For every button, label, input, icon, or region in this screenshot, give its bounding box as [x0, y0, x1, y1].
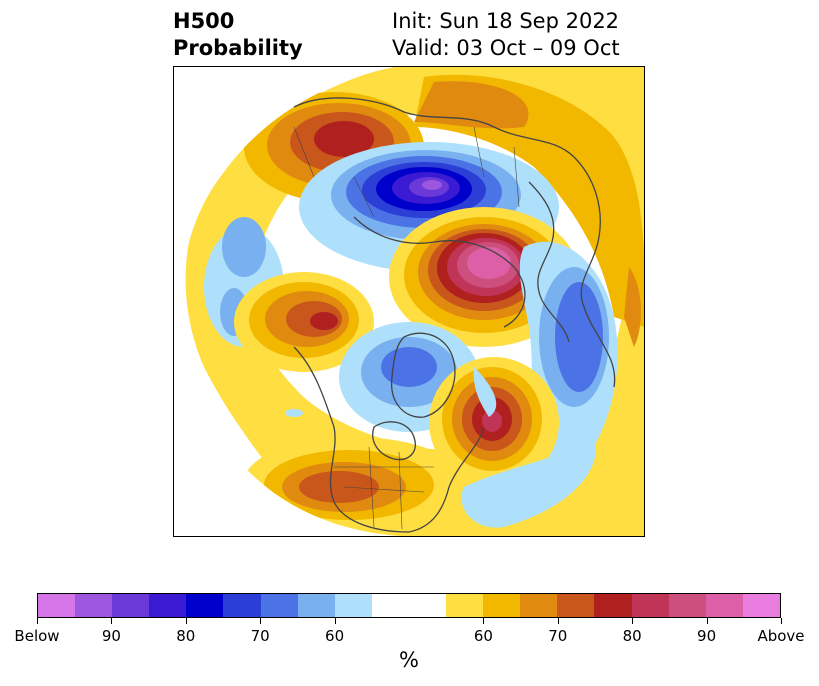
colorbar-cell	[223, 594, 261, 617]
coastline-asia	[293, 97, 616, 388]
colorbar-cell	[334, 594, 372, 617]
colorbar-label: 80	[622, 627, 642, 645]
south-lightblue-band	[461, 437, 596, 528]
colorbar-label: Above	[757, 627, 805, 645]
variable-title: H500	[173, 9, 235, 33]
colorbar-cell	[446, 594, 484, 617]
colorbar-tick	[111, 618, 113, 624]
coastlines	[293, 97, 616, 533]
anomaly-field	[185, 67, 644, 536]
colorbar-cell	[112, 594, 150, 617]
coastline-hudson	[372, 421, 416, 461]
mid-low-midblue	[381, 347, 437, 387]
west-low-skyblue	[222, 217, 266, 277]
se-high-crimson	[482, 410, 502, 432]
colorbar-cell	[408, 594, 447, 617]
colorbar-cell	[520, 594, 558, 617]
colorbar-cell	[742, 594, 780, 617]
ne-orange-band	[414, 81, 529, 129]
colorbar-cell	[668, 594, 706, 617]
colorbar-label: 70	[548, 627, 568, 645]
colorbar-tick	[334, 618, 336, 624]
colorbar-cell	[75, 594, 113, 617]
colorbar-label: 70	[250, 627, 270, 645]
colorbar-tick	[483, 618, 485, 624]
colorbar-label: Below	[14, 627, 60, 645]
polar-map-canvas	[185, 67, 644, 536]
colorbar-label: 60	[473, 627, 493, 645]
colorbar-tick	[706, 618, 708, 624]
sw-lightblue-sliver	[473, 367, 497, 417]
coastline-arctic	[353, 216, 526, 328]
map-title-block: H500 Probability	[173, 8, 303, 62]
colorbar-cell	[297, 594, 335, 617]
colorbar-label: 60	[325, 627, 345, 645]
colorbar-cell	[705, 594, 743, 617]
west-high-red	[310, 312, 338, 330]
colorbar-cell	[38, 594, 76, 617]
colorbar-tick	[632, 618, 634, 624]
colorbar-tick	[557, 618, 559, 624]
colorbar-unit: %	[399, 648, 419, 672]
colorbar-label: 90	[697, 627, 717, 645]
init-date: Init: Sun 18 Sep 2022	[392, 9, 620, 33]
colorbar-tick	[781, 618, 782, 624]
center-high-pink	[467, 247, 511, 279]
probability-map	[173, 66, 645, 537]
coastline-greenland	[390, 332, 456, 418]
colorbar-tick	[37, 618, 38, 624]
colorbar-cell	[594, 594, 632, 617]
nw-high-red	[314, 121, 374, 157]
probability-colorbar	[37, 593, 781, 618]
small-blue-patch	[285, 409, 303, 417]
border-lines	[293, 126, 520, 530]
valid-period: Valid: 03 Oct – 09 Oct	[392, 36, 620, 60]
ne-gold-band	[414, 74, 644, 327]
colorbar-cell	[631, 594, 669, 617]
date-block: Init: Sun 18 Sep 2022 Valid: 03 Oct – 09…	[392, 8, 620, 62]
colorbar-cell	[186, 594, 224, 617]
east-low-midblue	[555, 282, 603, 392]
colorbar-cell	[483, 594, 521, 617]
low-purple	[422, 180, 442, 190]
south-high-darkorange	[299, 471, 379, 503]
east-orange	[624, 267, 641, 347]
product-title: Probability	[173, 36, 303, 60]
colorbar-cell	[149, 594, 187, 617]
colorbar-cell	[371, 594, 409, 617]
colorbar-tick	[260, 618, 262, 624]
colorbar-cell	[260, 594, 298, 617]
coastline-north-america	[293, 346, 485, 533]
colorbar-cell	[557, 594, 595, 617]
colorbar-label: 80	[176, 627, 196, 645]
colorbar-tick	[185, 618, 187, 624]
coastline-europe	[528, 181, 570, 343]
colorbar-label: 90	[101, 627, 121, 645]
